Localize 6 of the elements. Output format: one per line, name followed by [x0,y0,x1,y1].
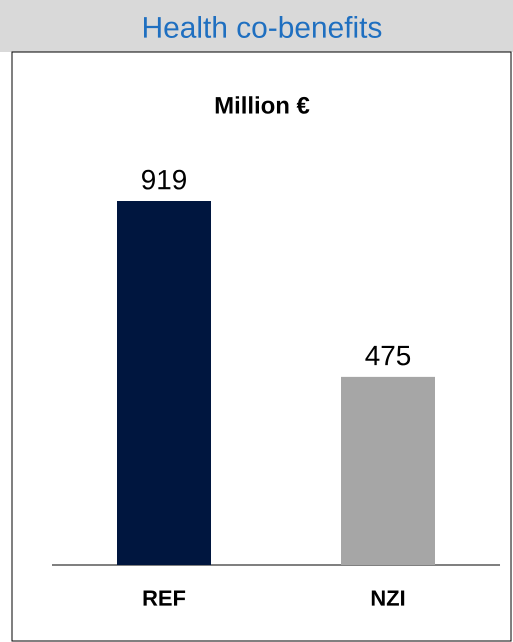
x-tick-label: REF [144,590,186,606]
data-label: 475 [365,346,410,366]
data-label: 919 [142,170,186,190]
chart-subtitle: Million € [216,96,310,114]
chart-title: Health co-benefits [144,16,382,38]
x-tick-label: NZI [372,590,404,606]
